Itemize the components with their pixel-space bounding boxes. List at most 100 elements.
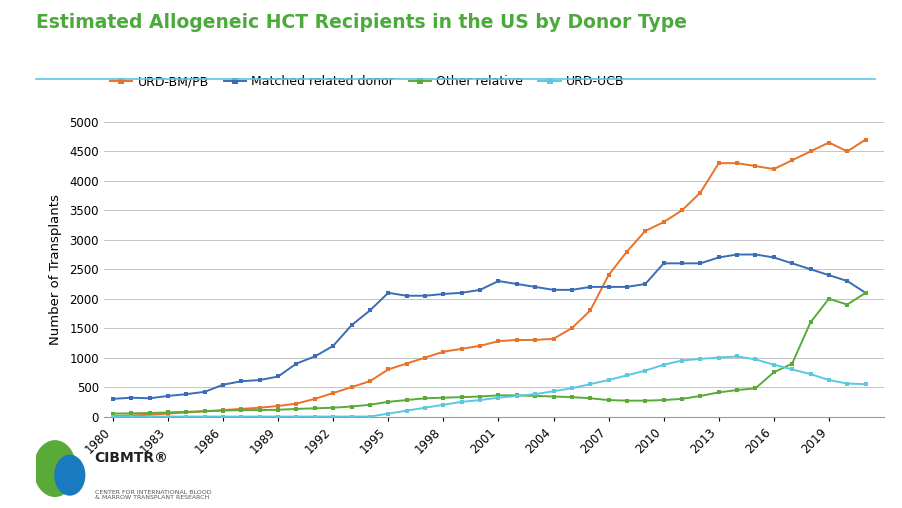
URD-UCB [254, 414, 265, 420]
Other relative [217, 407, 228, 414]
URD-UCB [309, 414, 320, 420]
Matched related donor [254, 377, 265, 383]
Other relative [162, 409, 173, 416]
Other relative [824, 296, 834, 302]
URD-UCB [474, 397, 485, 403]
URD-BM/PB [584, 307, 595, 313]
Other relative [695, 393, 705, 399]
URD-UCB [548, 388, 559, 394]
URD-BM/PB [493, 338, 504, 344]
URD-UCB [327, 414, 338, 420]
URD-UCB [162, 414, 173, 420]
URD-BM/PB [254, 405, 265, 411]
URD-BM/PB [144, 412, 155, 418]
URD-BM/PB [382, 366, 393, 372]
Matched related donor [401, 293, 412, 299]
URD-BM/PB [364, 378, 375, 384]
Matched related donor [824, 272, 834, 278]
Matched related donor [787, 260, 797, 266]
Other relative [713, 389, 724, 395]
Other relative [787, 361, 797, 367]
Matched related donor [199, 389, 210, 395]
Other relative [658, 397, 669, 403]
URD-UCB [382, 410, 393, 417]
Matched related donor [511, 281, 522, 287]
URD-UCB [861, 381, 871, 387]
URD-BM/PB [603, 272, 614, 278]
Matched related donor [676, 260, 687, 266]
Text: Estimated Allogeneic HCT Recipients in the US by Donor Type: Estimated Allogeneic HCT Recipients in t… [36, 13, 687, 31]
Other relative [107, 410, 118, 417]
Other relative [382, 399, 393, 405]
Other relative [144, 410, 155, 416]
URD-BM/PB [511, 337, 522, 343]
Matched related donor [842, 278, 852, 284]
Other relative [603, 397, 614, 403]
Other relative [309, 405, 320, 411]
URD-BM/PB [217, 407, 228, 413]
URD-BM/PB [769, 166, 779, 172]
URD-UCB [603, 377, 614, 383]
URD-BM/PB [346, 384, 357, 390]
Other relative [364, 402, 375, 408]
Other relative [474, 394, 485, 400]
Other relative [676, 396, 687, 402]
URD-UCB [824, 377, 834, 383]
URD-BM/PB [419, 355, 430, 361]
Matched related donor [695, 260, 705, 266]
Matched related donor [529, 284, 540, 290]
Matched related donor [493, 278, 504, 284]
Text: CENTER FOR INTERNATIONAL BLOOD
& MARROW TRANSPLANT RESEARCH: CENTER FOR INTERNATIONAL BLOOD & MARROW … [95, 490, 211, 500]
URD-BM/PB [327, 390, 338, 396]
URD-UCB [713, 355, 724, 361]
URD-BM/PB [695, 189, 705, 196]
Matched related donor [144, 395, 155, 401]
URD-BM/PB [805, 148, 816, 154]
Matched related donor [272, 373, 283, 379]
Matched related donor [750, 251, 761, 258]
Other relative [181, 409, 192, 415]
URD-UCB [676, 358, 687, 364]
URD-UCB [126, 414, 137, 420]
Matched related donor [107, 396, 118, 402]
Other relative [126, 410, 137, 417]
Matched related donor [640, 281, 650, 287]
Other relative [750, 385, 761, 391]
URD-UCB [732, 354, 742, 360]
URD-UCB [750, 356, 761, 362]
URD-BM/PB [181, 409, 192, 416]
Other relative [529, 393, 540, 399]
URD-BM/PB [787, 157, 797, 163]
Other relative [548, 394, 559, 400]
URD-BM/PB [126, 412, 137, 419]
Other relative [861, 290, 871, 296]
URD-UCB [529, 391, 540, 397]
Y-axis label: Number of Transplants: Number of Transplants [50, 194, 62, 344]
Other relative [511, 392, 522, 398]
URD-BM/PB [842, 148, 852, 154]
Other relative [401, 397, 412, 403]
URD-UCB [787, 366, 797, 372]
Other relative [640, 398, 650, 404]
URD-UCB [621, 372, 632, 378]
Matched related donor [456, 290, 467, 296]
Other relative [732, 387, 742, 393]
Matched related donor [658, 260, 669, 266]
URD-BM/PB [236, 406, 247, 412]
URD-BM/PB [658, 219, 669, 225]
Matched related donor [548, 287, 559, 293]
Matched related donor [327, 343, 338, 349]
URD-UCB [419, 405, 430, 411]
URD-UCB [438, 402, 449, 408]
URD-UCB [640, 368, 650, 374]
URD-UCB [217, 414, 228, 420]
URD-BM/PB [732, 160, 742, 166]
URD-UCB [769, 362, 779, 368]
URD-BM/PB [824, 140, 834, 146]
URD-BM/PB [548, 336, 559, 342]
Matched related donor [566, 287, 577, 293]
Matched related donor [474, 287, 485, 293]
Legend: URD-BM/PB, Matched related donor, Other relative, URD-UCB: URD-BM/PB, Matched related donor, Other … [110, 75, 624, 88]
Other relative [493, 392, 504, 398]
URD-UCB [144, 414, 155, 420]
